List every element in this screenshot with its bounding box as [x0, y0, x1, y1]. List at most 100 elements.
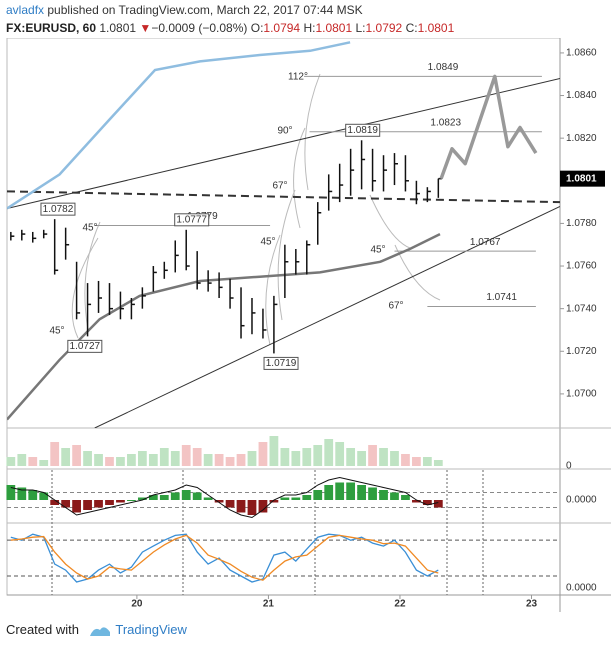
fib-arcs [71, 73, 441, 346]
volume-tick-label: 0 [566, 461, 572, 472]
last-price-label: 1.0801 [566, 173, 597, 184]
change: −0.0009 (−0.08%) [151, 21, 248, 35]
histogram-bar [313, 490, 323, 500]
volume-bar [83, 451, 92, 466]
brand[interactable]: TradingView [88, 622, 187, 638]
volume-bar [368, 445, 377, 466]
ohlc-label: H: [303, 21, 316, 35]
volume-bar [214, 454, 224, 466]
histogram-bar [61, 500, 71, 508]
histogram-bar [422, 500, 432, 505]
ohlc-label: C: [405, 21, 418, 35]
trendline [7, 78, 560, 209]
histogram-bar [368, 487, 377, 500]
stochastic-tick-label: 0.0000 [566, 583, 597, 594]
angle-annotation: 45° [260, 237, 275, 248]
histogram-bar [247, 500, 257, 515]
histogram-bar [72, 500, 81, 513]
volume-bar [148, 454, 158, 466]
arc [84, 221, 101, 331]
ohlc-label: O: [250, 21, 264, 35]
volume-bar [335, 442, 345, 466]
ohlc-label: L: [355, 21, 366, 35]
volume-bar [236, 454, 246, 466]
volume-bar [181, 445, 191, 466]
y-tick-label: 1.0840 [566, 90, 597, 101]
price-label-box [263, 356, 299, 370]
author[interactable]: avladfx [6, 3, 45, 17]
histogram-bar [94, 500, 103, 508]
ohlc: O:1.0794 H:1.0801 L:1.0792 C:1.0801 [247, 21, 455, 35]
volume-bar [225, 457, 235, 466]
volume-bar [247, 451, 257, 466]
volume-bar [159, 448, 169, 466]
y-tick-label: 1.0820 [566, 133, 597, 144]
volume-bar [313, 445, 323, 466]
brand-name[interactable]: TradingView [115, 622, 187, 637]
fib-level-label: 1.0823 [430, 117, 461, 128]
price-label-box [345, 123, 381, 137]
histogram-tick-label: 0.0000 [566, 495, 597, 506]
price-label: 1.0727 [70, 341, 101, 352]
histogram-bar [28, 490, 38, 500]
x-tick-label: 23 [526, 599, 538, 610]
ohlc-value: 1.0792 [365, 21, 403, 35]
volume-bar [137, 451, 147, 466]
arc [265, 234, 281, 346]
price-label: 1.0819 [347, 125, 378, 136]
volume-bar [116, 457, 125, 466]
histogram-bar [192, 492, 202, 500]
projection [439, 74, 538, 180]
volume-bar [302, 448, 312, 466]
volume-bar [203, 454, 213, 466]
ohlc-value: 1.0801 [417, 21, 455, 35]
histogram-bar [6, 485, 16, 500]
price-label-box [174, 213, 210, 227]
histogram-bar [148, 495, 158, 500]
histogram-bar [159, 495, 169, 500]
volume-bar [192, 448, 202, 466]
last-price: 1.0801 [99, 21, 137, 35]
histogram-bar [83, 500, 92, 510]
volume-bar [94, 454, 103, 466]
x-tick-label: 20 [131, 599, 143, 610]
histogram-bar [203, 497, 213, 500]
histogram-bar [280, 497, 290, 500]
histogram-bar [127, 500, 136, 501]
angle-annotation: 67° [388, 301, 403, 312]
volume-bar [291, 451, 301, 466]
chart: 1.08491.08231.07671.07411.07791.07821.07… [6, 38, 611, 612]
angle-annotation: 45° [370, 245, 385, 256]
volume-bar [390, 451, 399, 466]
histogram-bar [335, 482, 345, 500]
histogram-bar [291, 497, 301, 500]
volume-bar [401, 454, 410, 466]
histogram-bar [17, 487, 27, 500]
x-tick-label: 22 [394, 599, 406, 610]
histogram-bar [346, 482, 356, 500]
arc [277, 189, 296, 321]
histogram-bar [50, 500, 60, 505]
price-label: 1.0782 [43, 204, 74, 215]
volume-bar [422, 457, 432, 466]
volume-bar [50, 442, 60, 466]
histogram-bar [433, 500, 443, 508]
angle-annotation: 67° [272, 181, 287, 192]
arc [369, 194, 411, 249]
arc [304, 73, 321, 191]
trendline [94, 205, 560, 428]
ohlc-value: 1.0801 [315, 21, 353, 35]
angle-annotation: 45° [49, 326, 64, 337]
volume-bar [269, 436, 279, 466]
histogram-bar [225, 500, 235, 508]
stochastic-d [10, 534, 439, 581]
y-tick-label: 1.0740 [566, 303, 597, 314]
angle-annotation: 112° [288, 72, 308, 83]
histogram-bar [269, 500, 279, 503]
trendline [7, 190, 560, 204]
volume-bar [39, 460, 49, 466]
histogram-bar [302, 495, 312, 500]
main-pane: 1.08491.08231.07671.07411.07791.07821.07… [7, 41, 560, 428]
volume-bar [258, 442, 268, 466]
